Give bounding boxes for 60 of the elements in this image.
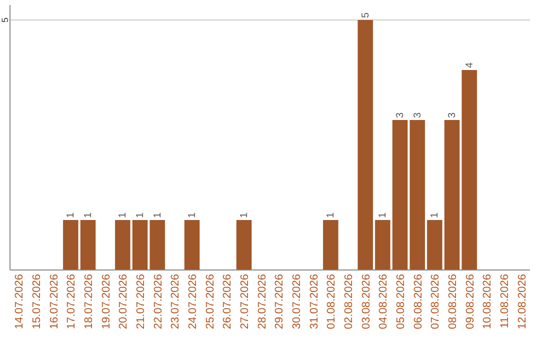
x-tick-label: 31.07.2026	[308, 274, 320, 330]
bar	[132, 220, 148, 270]
x-tick-label: 09.08.2026	[464, 274, 476, 330]
x-tick-label: 19.07.2026	[100, 274, 112, 330]
x-tick-label: 26.07.2026	[222, 274, 234, 330]
x-tick-label: 05.08.2026	[395, 274, 407, 330]
data-label: 1	[135, 212, 146, 218]
x-tick-label: 25.07.2026	[204, 274, 216, 330]
bar	[80, 220, 96, 270]
x-tick-label: 27.07.2026	[239, 274, 251, 330]
data-label: 1	[187, 212, 198, 218]
bar	[184, 220, 200, 270]
x-tick-label: 23.07.2026	[170, 274, 182, 330]
x-tick-label: 03.08.2026	[360, 274, 372, 330]
x-tick-label: 17.07.2026	[66, 274, 78, 330]
data-label: 3	[395, 112, 406, 118]
data-label: 1	[152, 212, 164, 218]
data-label: 1	[239, 212, 250, 218]
bar	[410, 120, 425, 270]
x-tick-label: 11.08.2026	[499, 274, 511, 328]
data-label: 3	[412, 112, 424, 118]
x-tick-label: 24.07.2026	[187, 274, 199, 330]
bar	[115, 220, 130, 270]
x-tick-label: 18.07.2026	[83, 274, 95, 330]
data-label: 1	[326, 212, 337, 218]
x-tick-label: 02.08.2026	[343, 274, 355, 330]
bar	[427, 220, 442, 270]
x-tick-label: 30.07.2026	[291, 274, 303, 330]
x-tick-label: 06.08.2026	[412, 274, 424, 330]
data-label: 4	[464, 62, 476, 68]
data-label: 1	[83, 212, 94, 218]
bar	[323, 220, 338, 270]
data-label: 1	[66, 212, 77, 218]
x-tick-label: 20.07.2026	[118, 274, 130, 330]
data-label: 1	[430, 212, 441, 218]
data-label: 1	[118, 212, 129, 218]
bar	[358, 20, 373, 270]
bar	[462, 70, 477, 270]
bar	[150, 220, 165, 270]
data-label: 3	[447, 112, 458, 118]
x-tick-label: 10.08.2026	[482, 274, 494, 330]
bar	[392, 120, 408, 270]
x-tick-label: 08.08.2026	[447, 274, 459, 330]
bar	[444, 120, 460, 270]
x-tick-label: 29.07.2026	[274, 274, 286, 330]
data-label: 5	[360, 12, 372, 18]
bar	[236, 220, 252, 270]
bar	[375, 220, 390, 270]
x-tick-label: 07.08.2026	[430, 274, 442, 330]
x-tick-label: 21.07.2026	[135, 274, 147, 330]
x-tick-label: 22.07.2026	[152, 274, 164, 330]
x-tick-label: 15.07.2026	[31, 274, 43, 330]
x-tick-label: 16.07.2026	[48, 274, 60, 330]
x-tick-label: 12.08.2026	[516, 274, 528, 330]
x-tick-label: 28.07.2026	[256, 274, 268, 330]
bar	[63, 220, 78, 270]
x-tick-label: 01.08.2026	[326, 274, 338, 330]
x-tick-label: 14.07.2026	[14, 274, 26, 330]
data-label: 1	[378, 212, 389, 218]
x-tick-label: 04.08.2026	[378, 274, 390, 330]
